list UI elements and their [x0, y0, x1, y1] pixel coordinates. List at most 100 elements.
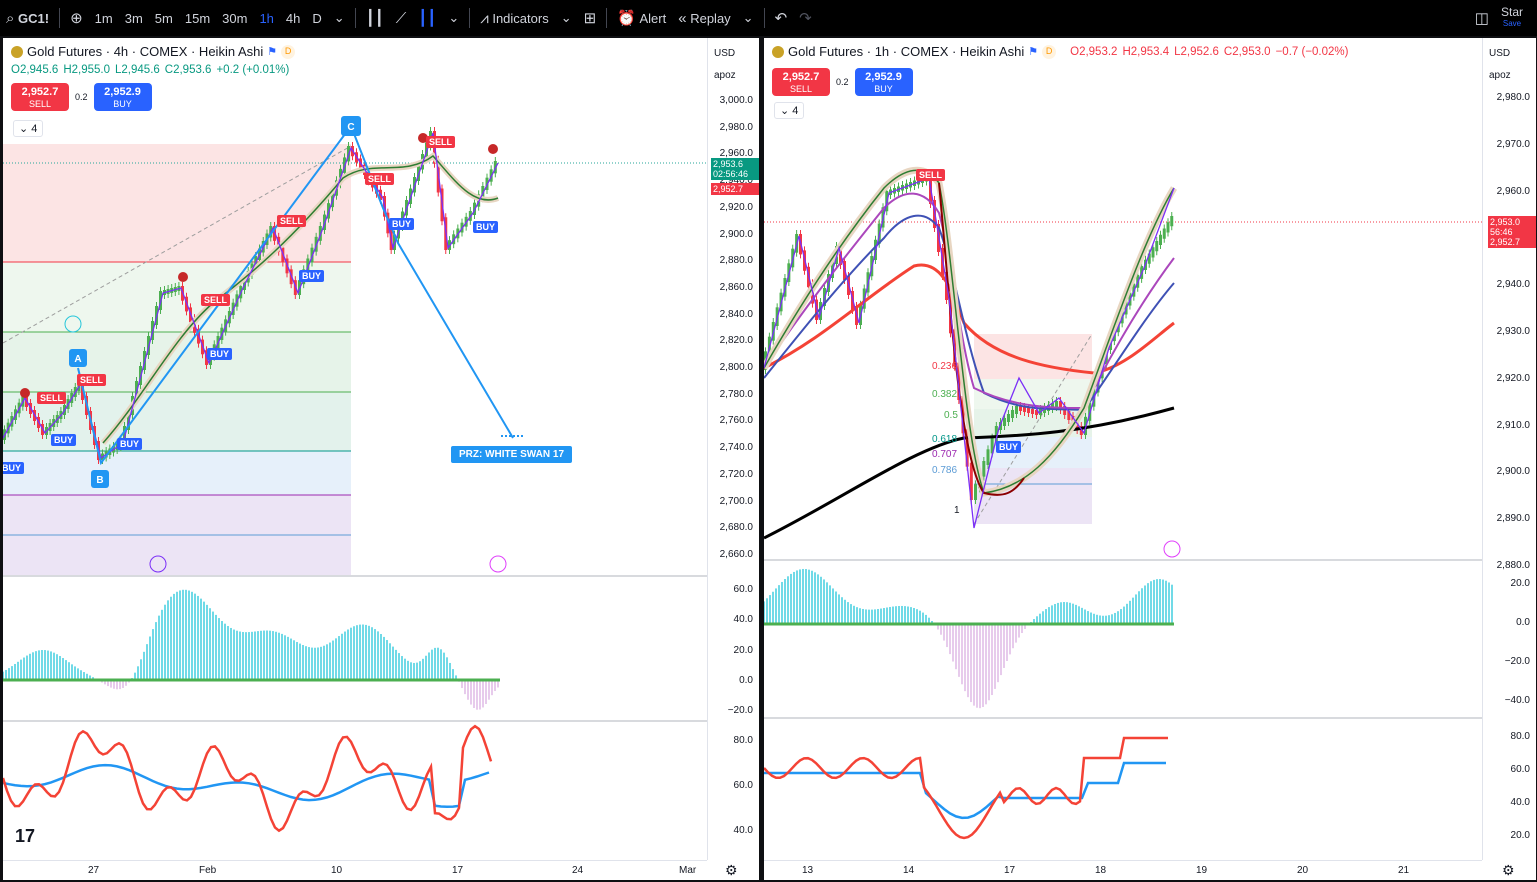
y-tick: 80.0 [1510, 731, 1530, 742]
lightning-icon[interactable] [1163, 540, 1181, 558]
interval-1h[interactable]: 1h [259, 10, 274, 26]
chevron-down-icon: ⌄ [448, 10, 460, 25]
candle [1067, 411, 1071, 420]
y-tick: 2,660.0 [719, 548, 753, 560]
heikin-ashi-icon: ┃┃ [418, 10, 437, 27]
y-tick: 0.0 [739, 674, 753, 686]
redo-button[interactable]: ↷ [793, 0, 818, 36]
chart-type-dropdown[interactable]: ⌄ [442, 0, 465, 36]
ma-short [938, 182, 1025, 496]
symbol-search[interactable]: ⌕ GC1! [6, 9, 50, 27]
divider [469, 8, 471, 28]
bar-style-button[interactable]: ┃┃ [360, 0, 390, 36]
indicator-label[interactable]: apoz [714, 70, 736, 81]
bid-price-label: 2,952.7 [711, 183, 759, 195]
left-trade-buttons: 2,952.7 SELL 0.2 2,952.9 BUY [11, 83, 152, 111]
rewind-icon: « [678, 9, 687, 27]
y-tick: 2,910.0 [1496, 419, 1530, 431]
left-rsi-line [3, 724, 493, 833]
interval-d[interactable]: D [312, 10, 322, 26]
interval-3m[interactable]: 3m [124, 10, 143, 26]
fib-label: 0.618 [932, 434, 957, 445]
heikin-ashi-button[interactable]: ┃┃ [412, 0, 442, 36]
x-tick: 18 [1095, 865, 1107, 876]
left-price-axis[interactable]: USD apoz 3,000.0 2,980.0 2,960.0 2,940.0 2,9… [707, 38, 759, 860]
pattern-label-c: C [341, 116, 361, 136]
x-tick: Feb [199, 865, 217, 876]
lightning-icon[interactable] [489, 555, 507, 573]
interval-1m[interactable]: 1m [94, 10, 113, 26]
alert-button[interactable]: ⏰ Alert [617, 10, 667, 27]
interval-15m[interactable]: 15m [184, 10, 211, 26]
left-chart-title[interactable]: Gold Futures · 4h · COMEX · Heikin Ashi … [11, 44, 296, 59]
right-trade-buttons: 2,952.7 SELL 0.2 2,952.9 BUY [772, 68, 913, 96]
y-tick: 40.0 [1510, 797, 1530, 808]
replay-button[interactable]: « Replay [678, 9, 731, 27]
save-button[interactable]: Star Save [1500, 5, 1523, 28]
left-chart-pane[interactable]: Gold Futures · 4h · COMEX · Heikin Ashi … [3, 38, 759, 880]
sell-signal: SELL [201, 294, 231, 306]
interval-4h[interactable]: 4h [285, 10, 301, 26]
currency-label[interactable]: USD [1489, 48, 1511, 59]
right-price-axis[interactable]: USD apoz 2,980.02,970.02,960.02,950.02,9… [1482, 38, 1536, 860]
indicators-button[interactable]: ⩘ Indicators [480, 9, 549, 27]
line-style-button[interactable]: ⟋ [390, 0, 413, 36]
right-indicators-collapse[interactable]: ⌄ 4 [774, 102, 805, 119]
candle [1051, 403, 1054, 409]
left-indicators-collapse[interactable]: ⌄ 4 [13, 120, 44, 137]
x-tick: 21 [1398, 865, 1410, 876]
split-layout-icon: ◫ [1474, 10, 1489, 27]
compare-button[interactable]: ⊕ [64, 0, 89, 36]
currency-label[interactable]: USD [714, 48, 736, 59]
left-time-axis[interactable]: 27 Feb 10 17 24 Mar [3, 860, 707, 880]
right-rsi-line [764, 736, 1168, 840]
right-chart-canvas[interactable]: 0.236 0.382 0.5 0.618 0.707 0.786 1 [764, 38, 1482, 860]
interval-30m[interactable]: 30m [222, 10, 248, 26]
trend-dashed [3, 145, 352, 344]
settings-gear-icon[interactable]: ⚙ [725, 862, 738, 878]
right-chart-title[interactable]: Gold Futures · 1h · COMEX · Heikin Ashi … [772, 44, 1353, 59]
left-buy-button[interactable]: 2,952.9 BUY [93, 83, 152, 111]
y-tick: −20.0 [1504, 656, 1530, 667]
prz-label: PRZ: WHITE SWAN 17 [451, 446, 573, 463]
settings-gear-icon[interactable]: ⚙ [1502, 862, 1515, 878]
candle [1007, 414, 1010, 422]
undo-button[interactable]: ↶ [769, 0, 794, 36]
left-chart-canvas[interactable]: A B C 17 [3, 38, 707, 860]
divider [763, 8, 765, 28]
indicator-label[interactable]: apoz [1489, 70, 1511, 81]
fib-zone [3, 262, 351, 332]
fib-label: 0.382 [932, 389, 957, 400]
svg-text:B: B [96, 475, 103, 486]
wave-marker-icon [64, 315, 82, 333]
interval-dropdown[interactable]: ⌄ [328, 0, 351, 36]
right-sell-button[interactable]: 2,952.7 SELL [772, 68, 830, 96]
indicators-dropdown[interactable]: ⌄ [555, 0, 578, 36]
y-tick: 2,840.0 [719, 308, 753, 320]
right-time-axis[interactable]: 13 14 17 18 19 20 21 [764, 860, 1482, 880]
gold-symbol-icon [772, 45, 784, 58]
y-tick: 2,800.0 [719, 362, 753, 373]
candle [1023, 407, 1026, 412]
replay-dropdown[interactable]: ⌄ [737, 0, 760, 36]
layout-split-button[interactable]: ◫ [1469, 0, 1495, 36]
arrow-circle-icon[interactable] [149, 555, 167, 573]
ma-line [102, 154, 499, 444]
interval-5m[interactable]: 5m [154, 10, 173, 26]
svg-text:C: C [347, 122, 354, 133]
left-sell-button[interactable]: 2,952.7 SELL [11, 83, 69, 111]
flag-icon[interactable]: ⚑ [267, 46, 278, 58]
y-tick: 2,780.0 [719, 388, 753, 400]
candle [990, 437, 994, 454]
gold-symbol-icon [11, 45, 23, 58]
layouts-button[interactable]: ⊞ [578, 0, 603, 36]
y-tick: 2,930.0 [1496, 326, 1530, 337]
fib-zone [974, 468, 1092, 524]
right-chart-pane[interactable]: Gold Futures · 1h · COMEX · Heikin Ashi … [764, 38, 1536, 880]
left-oscillator [3, 589, 499, 710]
flag-icon[interactable]: ⚑ [1028, 46, 1039, 58]
right-buy-button[interactable]: 2,952.9 BUY [854, 68, 913, 96]
candle [1075, 421, 1079, 430]
candle [1147, 253, 1151, 264]
candle [1015, 406, 1018, 414]
